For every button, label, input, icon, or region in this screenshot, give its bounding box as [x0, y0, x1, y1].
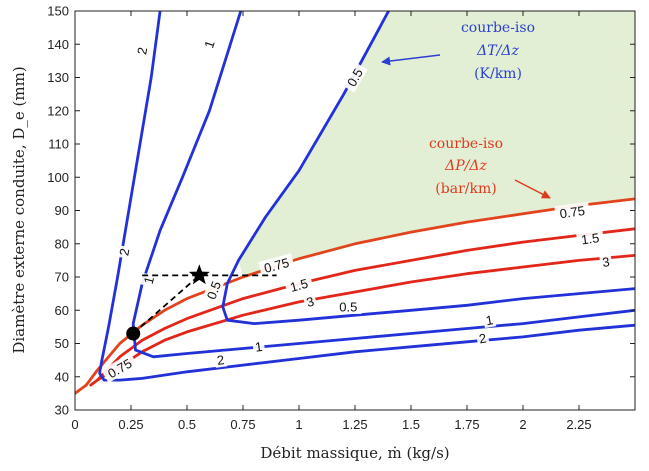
contour-label-0: 2 — [133, 43, 151, 58]
contour-label-text: 1 — [201, 39, 218, 51]
contour-label-3: 2 — [115, 245, 132, 259]
x-tick-label: 2 — [519, 417, 526, 432]
x-axis-label: Débit massique, ṁ (kg/s) — [260, 444, 449, 462]
contour-label-text: 2 — [478, 330, 488, 346]
x-tick-label: 2.25 — [566, 417, 591, 432]
contour-label-12: 1.5 — [284, 274, 314, 296]
contour-label-bg — [213, 351, 228, 368]
contour-label-bg — [284, 274, 314, 296]
contour-label-15: 1.5 — [575, 229, 605, 248]
contour-label-9: 1 — [251, 338, 266, 355]
y-tick-label: 100 — [47, 170, 69, 185]
contour-label-text: 3 — [305, 294, 316, 310]
x-tick-label: 1 — [295, 417, 302, 432]
series-dT-2 — [98, 11, 635, 382]
contour-label-text: 0.5 — [339, 299, 357, 314]
contour-label-text: 0.5 — [204, 279, 224, 301]
contour-label-7: 1 — [482, 311, 497, 329]
annotation-dP: courbe-iso ΔP/Δz (bar/km) — [429, 136, 551, 199]
contour-label-14: 0.75 — [554, 201, 591, 222]
y-tick-label: 40 — [55, 369, 69, 384]
contour-label-text: 1 — [485, 312, 495, 328]
annotation-dT-line2: ΔT/Δz — [476, 43, 519, 59]
y-tick-label: 90 — [55, 203, 69, 218]
series-dP-0.75 — [75, 197, 635, 395]
y-tick-label: 140 — [47, 37, 69, 52]
contour-label-8: 2 — [475, 329, 490, 347]
contour-label-text: 2 — [134, 46, 150, 56]
contour-label-bg — [335, 298, 362, 314]
x-tick-label: 0 — [71, 417, 78, 432]
annotation-dP-arrow — [514, 179, 551, 199]
contour-label-text: 1.5 — [288, 276, 309, 295]
y-axis-label: Diamètre externe conduite, D_e (mm) — [10, 66, 28, 353]
contour-label-5: 0.5 — [201, 275, 226, 306]
contour-label-bg — [341, 62, 368, 93]
contour-label-text: 1 — [141, 275, 157, 286]
y-tick-label: 120 — [47, 103, 69, 118]
x-tick-label: 0.25 — [118, 417, 143, 432]
x-tick-label: 0.75 — [230, 417, 255, 432]
x-tick-label: 1.5 — [402, 417, 420, 432]
series-dP-1.5 — [89, 227, 635, 387]
x-tick-label: 1.75 — [454, 417, 479, 432]
contour-label-bg — [554, 201, 591, 222]
contour-label-text: 2 — [216, 352, 225, 368]
contour-label-text: 0.75 — [559, 203, 586, 221]
y-tick-label: 150 — [47, 4, 69, 19]
contour-label-4: 1 — [139, 272, 158, 288]
x-tick-label: 0.5 — [178, 417, 196, 432]
annotation-dT-line1: courbe-iso — [461, 20, 535, 36]
contour-label-6: 0.5 — [335, 298, 362, 314]
contour-label-bg — [139, 272, 158, 288]
annotation-dT-arrow — [381, 54, 441, 66]
contour-label-bg — [599, 253, 613, 270]
contour-label-10: 2 — [213, 351, 228, 368]
annotation-dP-line1: courbe-iso — [429, 136, 503, 152]
contour-label-bg — [201, 275, 226, 306]
x-tick-label: 1.25 — [342, 417, 367, 432]
contour-label-11: 0.75 — [258, 253, 295, 277]
annotation-dP-line3: (bar/km) — [435, 181, 496, 197]
y-tick-label: 70 — [55, 270, 69, 285]
y-tick-label: 110 — [48, 137, 69, 152]
contour-label-text: 0.75 — [262, 255, 290, 276]
contour-label-text: 3 — [601, 254, 610, 270]
contour-label-bg — [200, 36, 218, 52]
contour-label-1: 1 — [200, 36, 218, 52]
contour-label-bg — [482, 311, 497, 329]
dashed-diagonal — [132, 274, 200, 335]
contour-label-bg — [258, 253, 295, 277]
contour-label-bg — [101, 352, 139, 383]
y-tick-label: 60 — [55, 303, 69, 318]
y-tick-label: 50 — [55, 336, 69, 351]
contour-label-bg — [475, 329, 490, 347]
annotation-dT: courbe-iso ΔT/Δz (K/km) — [381, 20, 535, 82]
marker-circle — [126, 326, 141, 341]
contour-label-16: 3 — [599, 253, 613, 270]
series-dT-0.5 — [221, 11, 635, 325]
ticks-layer: 0 0.25 0.5 0.75 1 1.25 1.5 1.75 2 2.25 30 40 50 60 70 8… — [47, 4, 635, 432]
contour-label-bg — [251, 338, 266, 355]
y-tick-label: 80 — [55, 236, 69, 251]
contour-label-text: 2 — [116, 247, 132, 257]
marker-star — [188, 264, 210, 285]
contour-label-bg — [133, 43, 151, 58]
contour-label-bg — [575, 229, 605, 248]
series-dP-3 — [96, 254, 635, 382]
contour-label-13: 3 — [302, 292, 318, 311]
y-tick-label: 30 — [55, 403, 69, 418]
contour-label-text: 1.5 — [580, 230, 600, 247]
annotation-dT-line3: (K/km) — [474, 66, 522, 82]
annotation-dP-line2: ΔP/Δz — [444, 158, 487, 174]
y-tick-label: 130 — [47, 70, 69, 85]
contour-label-text: 1 — [254, 339, 263, 355]
contour-label-bg — [115, 245, 133, 259]
contour-label-bg — [302, 292, 318, 311]
